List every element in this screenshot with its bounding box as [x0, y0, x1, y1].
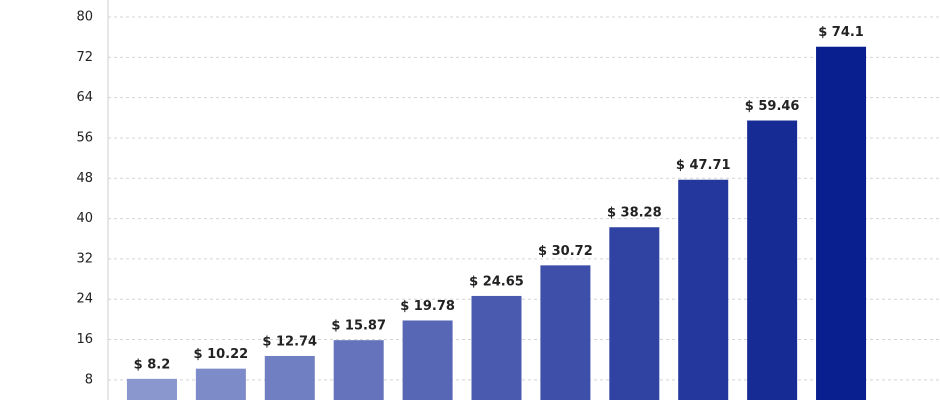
bar	[402, 320, 453, 400]
data-label: $ 19.78	[400, 299, 455, 314]
y-tick-label: 48	[76, 171, 93, 186]
bar	[195, 368, 246, 400]
data-label: $ 15.87	[331, 319, 386, 334]
bar	[747, 120, 798, 400]
data-label: $ 12.74	[262, 334, 317, 349]
bar	[264, 355, 315, 400]
y-tick-label: 32	[76, 251, 93, 266]
data-label: $ 30.72	[538, 244, 593, 259]
bar	[126, 378, 177, 400]
y-tick-label: 24	[76, 292, 93, 307]
bar	[816, 46, 867, 400]
data-label: $ 74.1	[818, 25, 864, 40]
y-tick-label: 40	[76, 211, 93, 226]
y-tick-label: 16	[76, 332, 93, 347]
bar	[471, 295, 522, 400]
bar	[609, 227, 660, 400]
bar	[678, 179, 729, 400]
data-label: $ 59.46	[745, 99, 800, 114]
data-label: $ 8.2	[134, 357, 171, 372]
y-tick-label: 64	[76, 90, 93, 105]
y-tick-label: 80	[76, 10, 93, 25]
y-tick-label: 8	[85, 372, 93, 387]
data-label: $ 38.28	[607, 206, 662, 221]
data-label: $ 47.71	[676, 158, 731, 173]
y-tick-label: 72	[76, 50, 93, 65]
data-label: $ 10.22	[194, 347, 249, 362]
bar	[333, 340, 384, 400]
bar	[540, 265, 591, 400]
data-label: $ 24.65	[469, 274, 524, 289]
y-tick-label: 56	[76, 130, 93, 145]
